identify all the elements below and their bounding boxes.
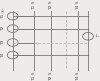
Text: T3: T3	[1, 40, 5, 45]
Text: T1 S: T1 S	[32, 0, 36, 10]
Text: T4 S: T4 S	[76, 0, 80, 10]
Text: T4 S: T4 S	[76, 71, 80, 81]
Text: T1 S: T1 S	[32, 71, 36, 81]
Text: T2 S: T2 S	[49, 0, 53, 10]
Text: 3~: 3~	[1, 6, 5, 12]
Text: T2: T2	[1, 26, 5, 31]
Text: T1: T1	[1, 13, 5, 19]
Text: L₀: L₀	[95, 34, 100, 38]
Text: T4: T4	[1, 52, 5, 58]
Text: T2 S: T2 S	[49, 71, 53, 81]
